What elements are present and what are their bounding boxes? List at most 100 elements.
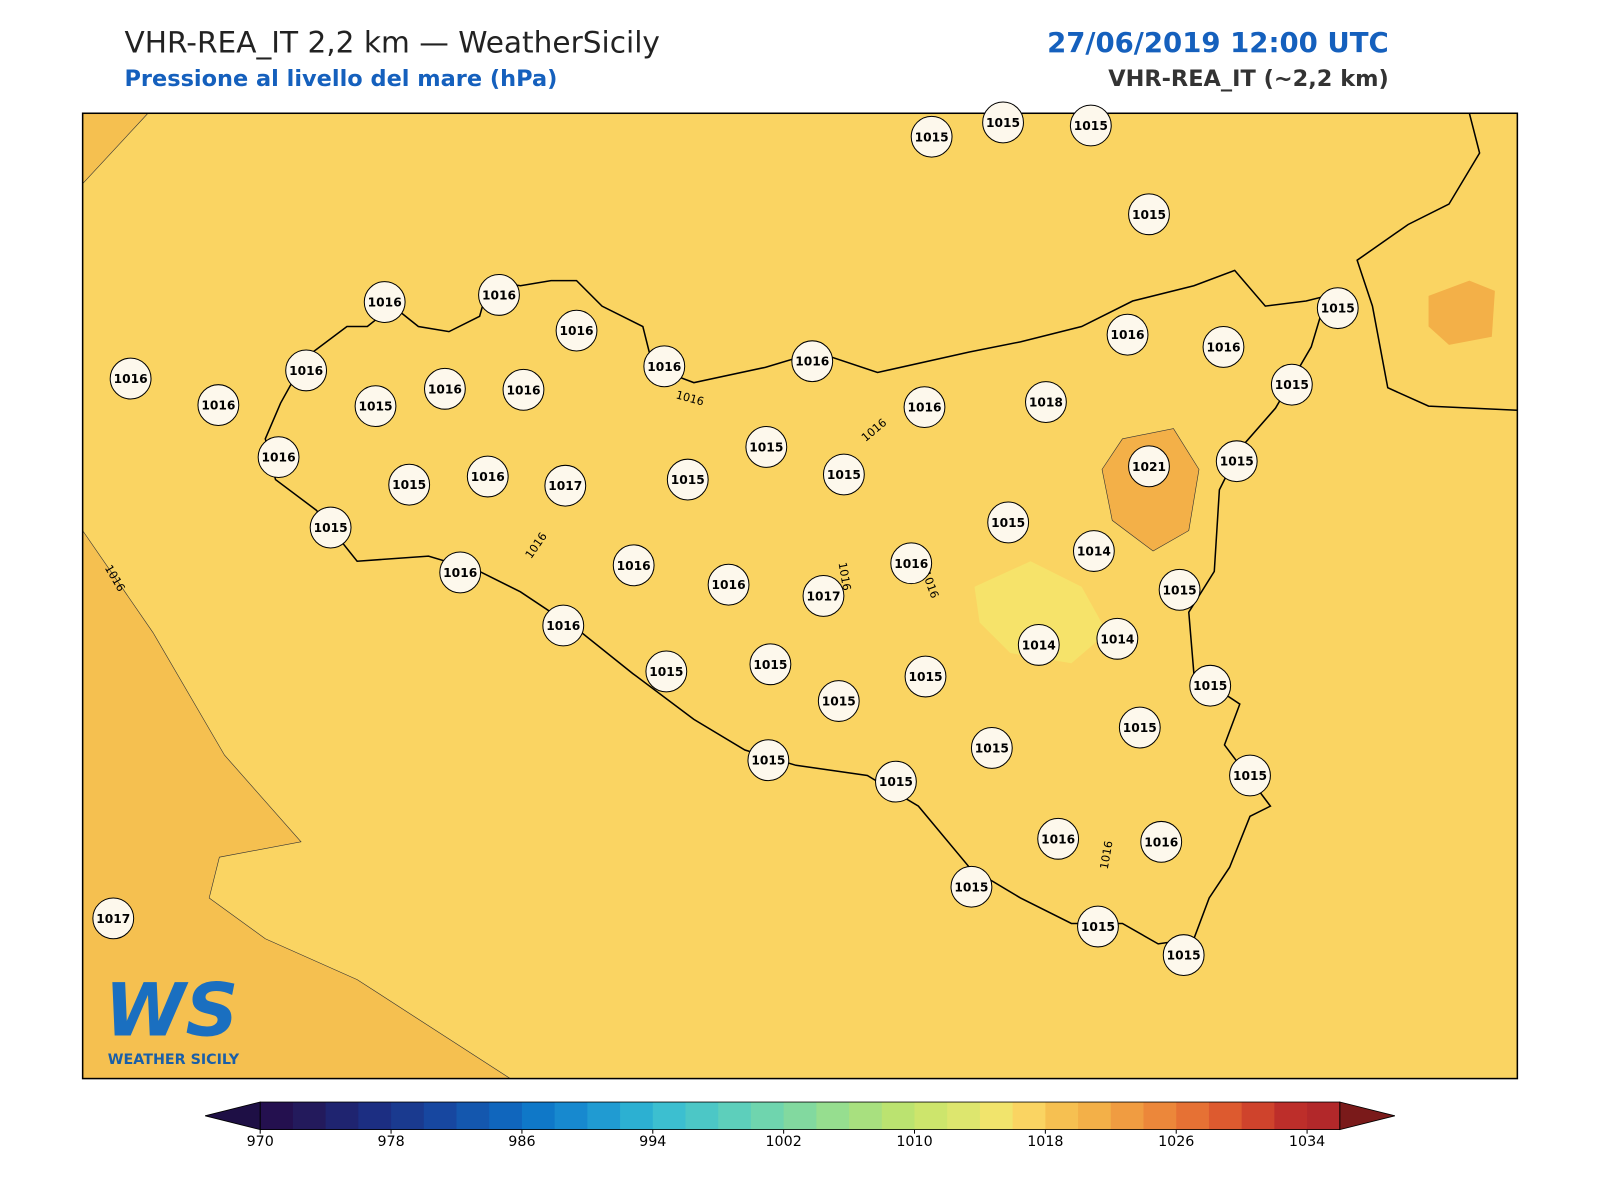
- station-marker: [903, 386, 946, 429]
- station-value: 1016: [907, 401, 941, 415]
- station-marker: [643, 345, 686, 388]
- colorbar-tick-label: 970: [247, 1134, 274, 1150]
- colorbar-bin: [947, 1102, 981, 1130]
- colorbar-bin: [260, 1102, 294, 1130]
- logo-text: WEATHER SICILY: [108, 1052, 240, 1068]
- station-value: 1015: [986, 116, 1020, 130]
- colorbar-bin: [423, 1102, 458, 1130]
- datetime: 27/06/2019 12:00 UTC: [1047, 27, 1389, 59]
- station-marker: [502, 368, 545, 411]
- station-value: 1016: [894, 557, 928, 571]
- station-value: 1016: [712, 578, 746, 592]
- station-value: 1016: [471, 470, 505, 484]
- station-marker: [890, 542, 933, 585]
- colorbar-tick-label: 986: [508, 1134, 535, 1150]
- colorbar-bin: [1176, 1102, 1210, 1130]
- station-marker: [970, 727, 1013, 769]
- station-marker: [544, 464, 587, 507]
- station-value: 1016: [114, 372, 148, 386]
- colorbar-bin: [292, 1102, 327, 1130]
- logo-mark: WS: [104, 968, 238, 1053]
- colorbar-under: [205, 1101, 261, 1131]
- station-marker: [354, 385, 397, 428]
- station-value: 1014: [1077, 545, 1111, 559]
- colorbar-bin: [685, 1102, 719, 1130]
- station-marker: [747, 739, 790, 782]
- station-marker: [1106, 313, 1149, 356]
- station-value: 1015: [822, 695, 856, 709]
- station-marker: [439, 551, 482, 594]
- colorbar-bin: [1078, 1102, 1112, 1130]
- station-value: 1018: [1029, 396, 1063, 410]
- station-value: 1015: [751, 754, 785, 768]
- station-value: 1015: [753, 658, 787, 672]
- station-value: 1016: [262, 451, 296, 465]
- station-marker: [309, 506, 352, 549]
- station-value: 1015: [1074, 119, 1108, 133]
- colorbar-bin: [914, 1102, 948, 1130]
- station-value: 1015: [749, 440, 783, 454]
- station-marker: [1229, 754, 1271, 797]
- map-frame: [81, 112, 1519, 1080]
- colorbar-bin: [1045, 1102, 1079, 1130]
- station-value: 1014: [1100, 632, 1134, 646]
- station-value: 1015: [649, 665, 683, 679]
- station-marker: [817, 680, 860, 722]
- colorbar-bin: [489, 1102, 523, 1130]
- station-value: 1015: [1321, 302, 1355, 316]
- station-value: 1016: [546, 619, 580, 633]
- station-marker: [1316, 287, 1359, 330]
- station-marker: [1096, 617, 1139, 660]
- station-marker: [363, 281, 406, 323]
- colorbar-bin: [1143, 1102, 1177, 1130]
- station-value: 1014: [1022, 638, 1056, 652]
- colorbar-bin: [325, 1102, 359, 1130]
- station-value: 1015: [1220, 455, 1254, 469]
- colorbar-tick-label: 1026: [1158, 1134, 1194, 1150]
- map: [81, 112, 1519, 1080]
- station-marker: [982, 101, 1024, 144]
- title: VHR-REA_IT 2,2 km — WeatherSicily: [124, 25, 659, 59]
- station-marker: [1202, 326, 1245, 368]
- station-marker: [791, 340, 834, 383]
- colorbar-bin: [620, 1102, 654, 1130]
- colorbar-bin: [456, 1102, 490, 1130]
- station-marker: [1037, 817, 1080, 860]
- station-marker: [466, 455, 509, 498]
- colorbar-tick-label: 1034: [1289, 1134, 1325, 1150]
- colorbar-bin: [849, 1102, 883, 1130]
- colorbar-bin: [718, 1102, 752, 1130]
- coastline: [1356, 113, 1518, 411]
- colorbar-tick-label: 994: [639, 1134, 666, 1150]
- station-marker: [1118, 706, 1161, 749]
- station-value: 1015: [358, 400, 392, 414]
- station-value: 1016: [559, 324, 593, 338]
- station-value: 1017: [96, 912, 130, 926]
- model: VHR-REA_IT (~2,2 km): [1108, 66, 1389, 92]
- station-marker: [1162, 934, 1205, 977]
- station-marker: [285, 349, 328, 392]
- station-marker: [1128, 193, 1170, 236]
- station-value: 1016: [289, 364, 323, 378]
- station-marker: [555, 309, 598, 352]
- station-marker: [1140, 820, 1183, 863]
- station-value: 1015: [1123, 721, 1157, 735]
- station-value: 1015: [1132, 208, 1166, 222]
- colorbar-tick-label: 978: [377, 1134, 404, 1150]
- station-marker: [987, 501, 1030, 544]
- station-marker: [197, 384, 240, 427]
- station-value: 1015: [827, 468, 861, 482]
- station-value: 1015: [1167, 949, 1201, 963]
- station-value: 1015: [1275, 378, 1309, 392]
- colorbar-tick-label: 1018: [1027, 1134, 1063, 1150]
- station-value: 1021: [1132, 460, 1166, 474]
- station-value: 1016: [1144, 835, 1178, 849]
- station-value: 1015: [671, 473, 705, 487]
- station-marker: [1025, 381, 1067, 423]
- station-marker: [666, 458, 709, 501]
- colorbar-bin: [783, 1102, 817, 1130]
- colorbar-tick-label: 1010: [896, 1134, 932, 1150]
- station-marker: [822, 453, 865, 496]
- colorbar-bin: [1110, 1102, 1145, 1130]
